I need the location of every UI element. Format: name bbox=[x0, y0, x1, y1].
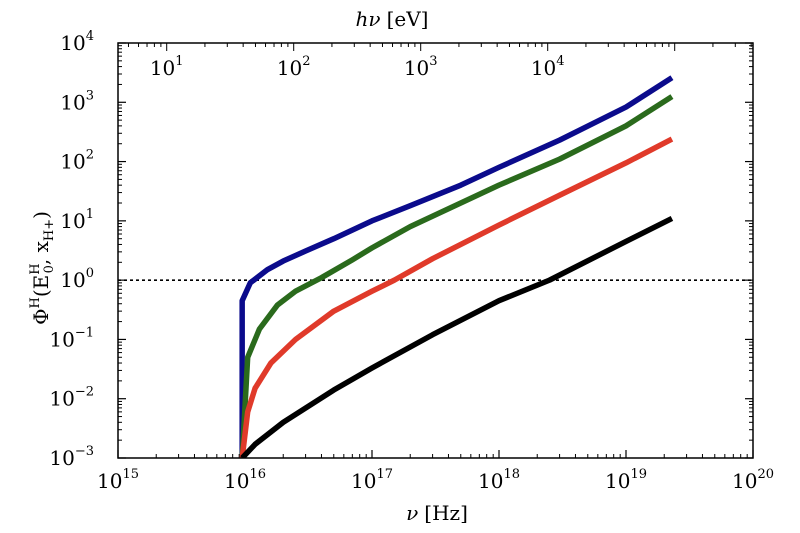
top-axis-label: hν [eV] bbox=[356, 7, 429, 31]
top-tick-label: 101 bbox=[150, 54, 184, 80]
tick-labels: 1015 1016 1017 1018 1019 1020 10−3 10−2 10−1 100 1… bbox=[49, 29, 774, 493]
top-tick-label: 102 bbox=[277, 54, 311, 80]
y-tick-label: 10−2 bbox=[49, 385, 94, 411]
x-tick-label: 1020 bbox=[732, 467, 774, 493]
x-tick-label: 1017 bbox=[351, 467, 393, 493]
top-tick-label: 104 bbox=[531, 54, 565, 80]
y-tick-label: 10−3 bbox=[49, 444, 94, 470]
y-axis-label: ΦH(EH0, xH+) bbox=[28, 211, 57, 325]
x-axis-label: ν [Hz] bbox=[406, 501, 468, 525]
y-tick-label: 100 bbox=[60, 266, 94, 292]
x-tick-label: 1019 bbox=[605, 467, 647, 493]
series-line-2 bbox=[239, 94, 674, 458]
y-tick-label: 101 bbox=[60, 207, 94, 233]
y-tick-label: 104 bbox=[60, 29, 94, 55]
x-tick-label: 1018 bbox=[478, 467, 520, 493]
x-tick-label: 1016 bbox=[224, 467, 266, 493]
y-tick-label: 103 bbox=[60, 88, 94, 114]
top-tick-label: 103 bbox=[404, 54, 438, 80]
x-tick-label: 1015 bbox=[97, 467, 139, 493]
series-group bbox=[239, 75, 674, 458]
plot-frame bbox=[117, 42, 754, 459]
y-tick-label: 102 bbox=[60, 148, 94, 174]
y-tick-label: 10−1 bbox=[49, 325, 94, 351]
series-line-3 bbox=[239, 136, 674, 458]
series-line-1 bbox=[239, 75, 674, 458]
series-line-4 bbox=[240, 215, 674, 458]
